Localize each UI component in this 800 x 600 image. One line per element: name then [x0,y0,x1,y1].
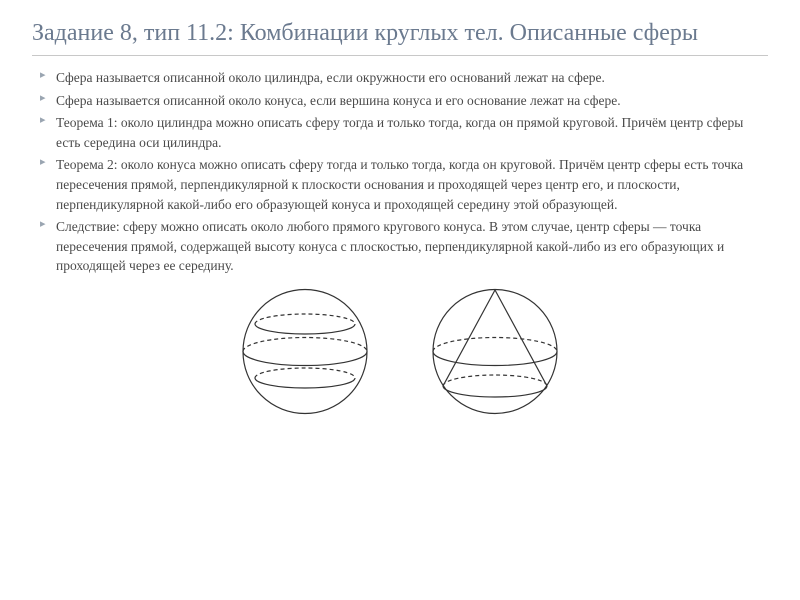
list-item: Следствие: сферу можно описать около люб… [46,217,768,276]
diagram-sphere-cylinder [230,284,380,419]
diagram-sphere-cone [420,284,570,419]
diagrams-row [32,284,768,419]
list-item: Сфера называется описанной около конуса,… [46,91,768,111]
bullet-list: Сфера называется описанной около цилиндр… [32,68,768,276]
list-item: Теорема 1: около цилиндра можно описать … [46,113,768,152]
sphere-cylinder-icon [230,284,380,419]
list-item: Сфера называется описанной около цилиндр… [46,68,768,88]
page-title: Задание 8, тип 11.2: Комбинации круглых … [32,18,768,56]
list-item: Теорема 2: около конуса можно описать сф… [46,155,768,214]
sphere-cone-icon [420,284,570,419]
